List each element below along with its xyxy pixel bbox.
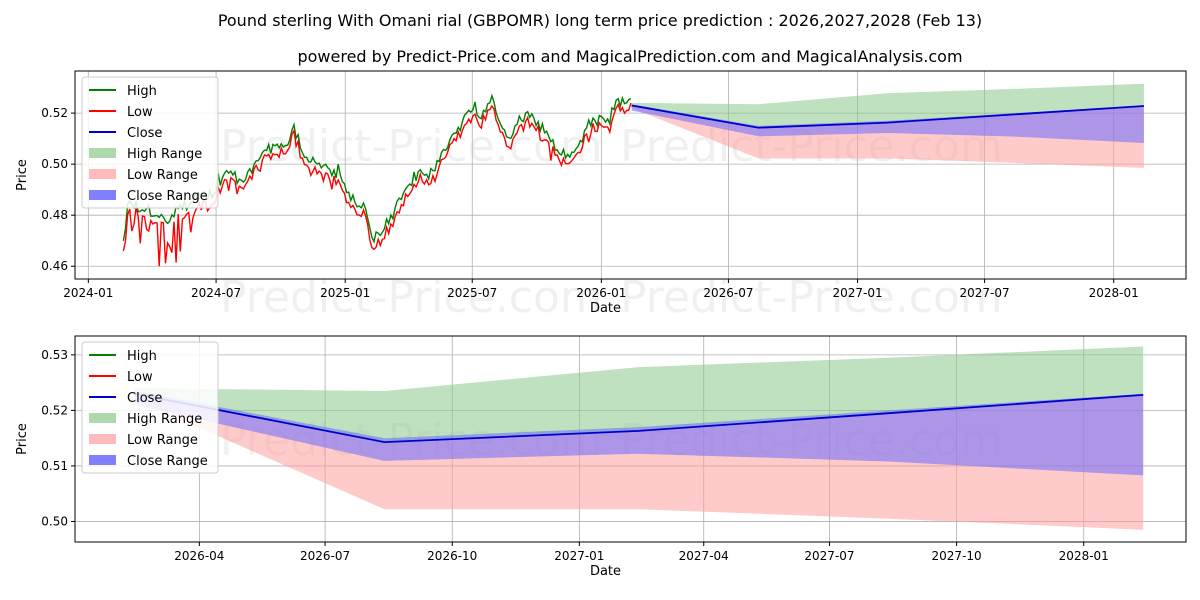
low-series-line <box>122 102 632 267</box>
legend-high-range-swatch <box>89 148 116 158</box>
x-tick-label: 2028-01 <box>1089 286 1139 300</box>
x-tick-label: 2025-01 <box>320 286 370 300</box>
y-tick-label: 0.50 <box>41 157 68 171</box>
y-axis-label: Price <box>15 423 30 455</box>
axes-frame <box>74 335 1187 543</box>
y-tick-label: 0.46 <box>41 259 68 273</box>
x-tick-label: 2024-07 <box>191 286 241 300</box>
legend-close-range-label: Close Range <box>127 454 208 469</box>
close-range-area <box>134 391 1144 476</box>
x-tick-label: 2027-04 <box>679 549 729 563</box>
y-tick-label: 0.52 <box>41 106 68 120</box>
watermark-text: Predict-Price.com <box>620 272 1003 323</box>
x-axis-label: Date <box>590 301 621 316</box>
legend-close-range-swatch <box>89 190 116 200</box>
legend-high-range-label: High Range <box>127 147 202 162</box>
legend-close-label: Close <box>127 391 162 406</box>
x-tick-label: 2026-07 <box>300 549 350 563</box>
y-tick-label: 0.53 <box>41 348 68 362</box>
close-series-line <box>631 104 1144 129</box>
y-tick-label: 0.48 <box>41 208 68 222</box>
chart-title: Pound sterling With Omani rial (GBPOMR) … <box>218 11 982 30</box>
x-tick-label: 2027-07 <box>960 286 1010 300</box>
y-tick-label: 0.50 <box>41 514 68 528</box>
legend-low-range-swatch <box>89 434 116 444</box>
legend-high-range-swatch <box>89 413 116 423</box>
y-axis-label: Price <box>15 159 30 191</box>
x-tick-label: 2028-01 <box>1059 549 1109 563</box>
legend-high-range-label: High Range <box>127 412 202 427</box>
legend-close-label: Close <box>127 126 162 141</box>
axes-frame <box>74 70 1187 280</box>
legend-low-label: Low <box>127 370 153 385</box>
x-tick-label: 2027-10 <box>932 549 982 563</box>
legend-low-label: Low <box>127 105 153 120</box>
legend-close-range-label: Close Range <box>127 189 208 204</box>
legend-high-label: High <box>127 349 157 364</box>
x-tick-label: 2026-01 <box>576 286 626 300</box>
legend-close-range-swatch <box>89 455 116 465</box>
chart-subtitle: powered by Predict-Price.com and Magical… <box>297 47 962 66</box>
legend-low-range-label: Low Range <box>127 168 198 183</box>
x-tick-label: 2025-07 <box>447 286 497 300</box>
high-range-area <box>134 346 1144 443</box>
x-tick-label: 2024-01 <box>63 286 113 300</box>
high-range-area <box>631 83 1144 128</box>
close-series-line <box>134 392 1144 444</box>
x-tick-label: 2027-07 <box>804 549 854 563</box>
x-tick-label: 2027-01 <box>832 286 882 300</box>
x-tick-label: 2026-04 <box>174 549 224 563</box>
x-tick-label: 2027-01 <box>554 549 604 563</box>
y-tick-label: 0.52 <box>41 403 68 417</box>
x-axis-label: Date <box>590 564 621 579</box>
legend-high-label: High <box>127 84 157 99</box>
y-tick-label: 0.51 <box>41 459 68 473</box>
watermark-text: Predict-Price.com <box>220 272 603 323</box>
legend-low-range-label: Low Range <box>127 433 198 448</box>
x-tick-label: 2026-07 <box>703 286 753 300</box>
legend-low-range-swatch <box>89 169 116 179</box>
bottom-panel: Predict-Price.comPredict-Price.com2026-0… <box>15 335 1187 579</box>
x-tick-label: 2026-10 <box>427 549 477 563</box>
